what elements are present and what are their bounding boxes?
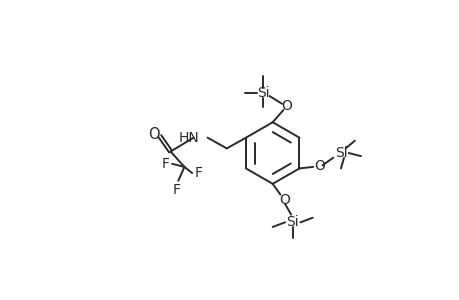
- Text: F: F: [161, 157, 169, 171]
- Text: HN: HN: [179, 130, 199, 145]
- Text: O: O: [279, 193, 290, 207]
- Text: Si: Si: [257, 86, 269, 100]
- Text: F: F: [173, 183, 180, 197]
- Text: O: O: [313, 159, 324, 173]
- Text: F: F: [195, 166, 202, 180]
- Text: Si: Si: [334, 146, 347, 160]
- Text: Si: Si: [286, 215, 298, 229]
- Text: O: O: [148, 127, 160, 142]
- Text: O: O: [280, 99, 291, 113]
